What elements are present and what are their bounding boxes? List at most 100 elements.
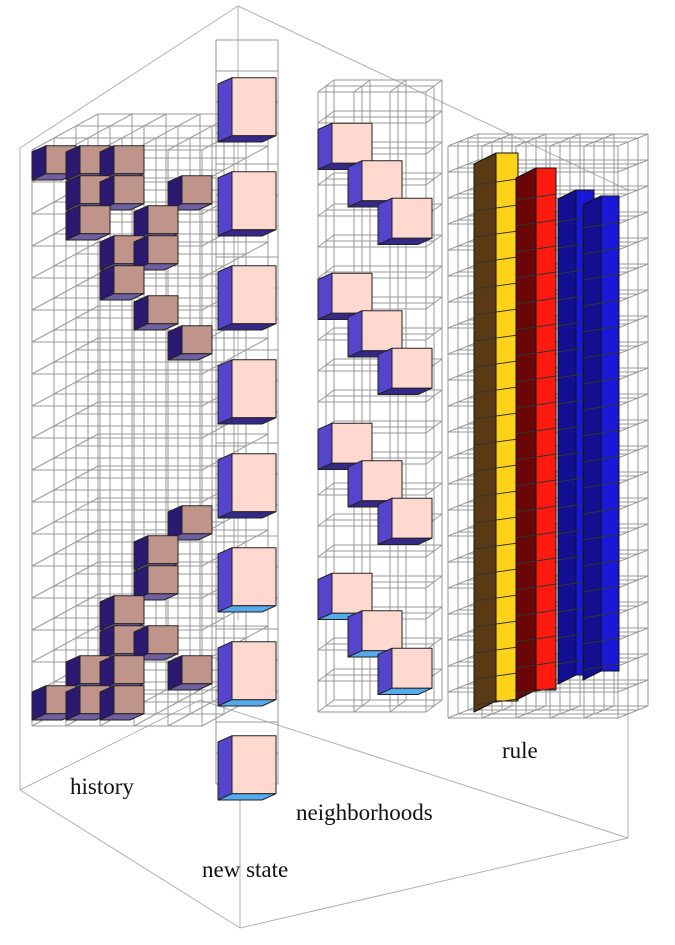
cube-side-face xyxy=(217,77,233,143)
rule-cell-line xyxy=(582,663,620,671)
rule-cell-line xyxy=(515,375,557,383)
grid-line xyxy=(425,265,443,279)
grid-line xyxy=(447,211,479,225)
new-state-cube xyxy=(217,735,277,801)
neighborhood-cube xyxy=(377,497,433,545)
grid-line xyxy=(583,133,615,147)
history-cell xyxy=(99,685,145,721)
rule-cell-line xyxy=(515,193,557,201)
rule-cell-line xyxy=(473,542,519,550)
grid-line xyxy=(447,705,479,719)
grid-line xyxy=(133,113,201,151)
grid-line xyxy=(31,305,99,343)
cube-front-face xyxy=(181,325,213,355)
grid-line xyxy=(447,653,479,667)
history-cell xyxy=(65,205,111,241)
cube-bottom-face xyxy=(99,293,145,301)
grid-line xyxy=(617,133,649,147)
cube-bottom-face xyxy=(133,323,179,331)
rule-cell-line xyxy=(515,583,557,591)
cube-front-face xyxy=(231,453,277,513)
grid-line xyxy=(447,341,479,355)
grid-line xyxy=(617,549,649,563)
neighborhood-cube xyxy=(347,610,403,658)
grid-line xyxy=(617,289,649,303)
grid-line xyxy=(447,523,479,537)
new-state-cube xyxy=(217,453,277,519)
rule-cell-line xyxy=(473,490,519,498)
grid-line xyxy=(617,185,649,199)
grid-line xyxy=(481,133,513,147)
cube-front-face xyxy=(361,610,403,652)
rule-cell-line xyxy=(582,247,620,255)
rule-cell-line xyxy=(582,585,620,593)
grid-line xyxy=(447,315,479,329)
cube-bottom-face xyxy=(217,135,277,143)
rule-cell-line xyxy=(582,377,620,385)
grid-line xyxy=(425,389,443,403)
rule-cell-line xyxy=(582,299,620,307)
grid-line xyxy=(447,159,479,173)
grid-line xyxy=(447,471,479,485)
cube-front-face xyxy=(361,460,403,502)
rule-panel xyxy=(447,133,649,719)
cube-bottom-face xyxy=(217,323,277,331)
rule-cell-line xyxy=(582,637,620,645)
frame-edge xyxy=(19,699,201,791)
grid-line xyxy=(549,133,581,147)
rule-cell-line xyxy=(473,256,519,264)
grid-line xyxy=(617,705,649,719)
frame-edge xyxy=(19,5,239,149)
rule-cell-line xyxy=(473,282,519,290)
grid-line xyxy=(31,273,99,311)
grid-line xyxy=(617,393,649,407)
cube-front-face xyxy=(231,641,277,701)
grid-line xyxy=(389,79,407,93)
grid-line xyxy=(447,601,479,615)
grid-line xyxy=(447,393,479,407)
grid-line xyxy=(353,79,371,93)
grid-line xyxy=(425,699,443,713)
grid-line xyxy=(617,445,649,459)
grid-line xyxy=(317,79,335,93)
cube-front-face xyxy=(181,655,213,685)
cube-front-face xyxy=(147,535,179,565)
cube-front-face xyxy=(231,359,277,419)
cube-bottom-face xyxy=(217,229,277,237)
cube-side-face xyxy=(347,610,363,658)
cube-side-face xyxy=(317,422,333,470)
grid-line xyxy=(447,237,479,251)
history-label: history xyxy=(70,774,134,799)
rule-cell-line xyxy=(582,429,620,437)
cube-bottom-face xyxy=(377,687,433,695)
grid-line xyxy=(317,327,335,341)
rule-bar-yellow xyxy=(473,152,519,713)
grid-line xyxy=(617,471,649,485)
grid-line xyxy=(447,575,479,589)
grid-line xyxy=(425,482,443,496)
cube-front-face xyxy=(231,77,277,137)
new-state-cube xyxy=(217,641,277,707)
cube-front-face xyxy=(181,175,213,205)
grid-line xyxy=(317,668,335,682)
rule-bar-front xyxy=(600,195,620,672)
cube-side-face xyxy=(217,359,233,425)
grid-line xyxy=(617,315,649,329)
grid-line xyxy=(201,337,269,375)
cube-side-face xyxy=(347,310,363,358)
history-cell xyxy=(133,295,179,331)
grid-line xyxy=(617,367,649,381)
cube-side-face xyxy=(377,347,393,395)
cube-front-face xyxy=(147,295,179,325)
neighborhood-cube xyxy=(377,647,433,695)
cube-front-face xyxy=(391,647,433,689)
grid-line xyxy=(447,185,479,199)
cube-front-face xyxy=(113,595,145,625)
cube-side-face xyxy=(377,197,393,245)
rule-cell-line xyxy=(473,386,519,394)
history-cell xyxy=(99,145,145,181)
grid-line xyxy=(617,679,649,693)
grid-line xyxy=(425,296,443,310)
cube-front-face xyxy=(147,235,179,265)
